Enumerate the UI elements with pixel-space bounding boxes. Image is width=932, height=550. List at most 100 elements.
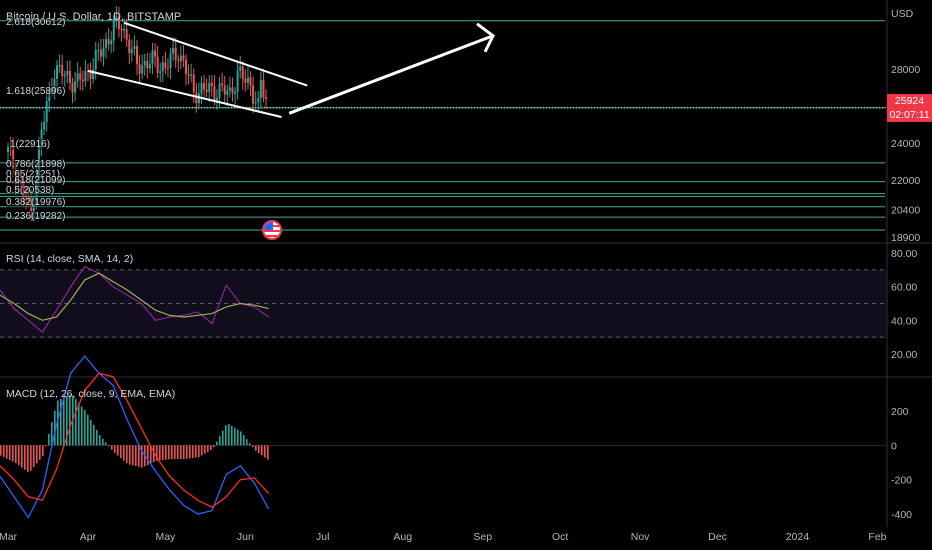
candle-body (221, 83, 224, 86)
time-tick-label-6: Sep (473, 531, 492, 543)
time-tick-label-2: May (155, 531, 176, 543)
candle-body (61, 65, 64, 77)
time-tick-label-10: 2024 (786, 531, 810, 543)
macd-histogram-bar (210, 445, 212, 451)
macd-histogram-bar (234, 427, 236, 446)
candle-body (200, 83, 203, 94)
candle-body (166, 67, 169, 69)
macd-tick-label-1: 0 (891, 440, 897, 452)
macd-tick-label-0: 200 (891, 406, 909, 418)
candle-body (105, 39, 108, 48)
fib-label-065: 0.65(21251) (6, 169, 60, 180)
macd-signal-line (0, 372, 270, 508)
macd-histogram-bar (75, 399, 77, 446)
macd-histogram-bar (18, 445, 20, 466)
time-tick-label-11: Feb (868, 531, 886, 543)
macd-histogram-bar (129, 445, 131, 465)
candle-body (226, 90, 229, 95)
candle-body (249, 77, 252, 86)
candle-body (14, 168, 17, 184)
candle-body (185, 59, 188, 75)
candle-body (231, 87, 234, 94)
candle-body (203, 83, 206, 90)
candle-body (53, 78, 56, 91)
macd-histogram-bar (99, 435, 101, 446)
candle-body (27, 196, 30, 200)
macd-histogram-bar (93, 424, 95, 446)
candle-body (205, 89, 208, 92)
candle-body (84, 70, 87, 82)
candle-body (244, 78, 247, 83)
candle-body (187, 74, 190, 76)
candle-body (120, 29, 123, 31)
macd-histogram-bar (180, 445, 182, 460)
macd-histogram-bar (39, 445, 41, 460)
candle-body (164, 62, 167, 68)
rsi-tick-label-3: 20.00 (891, 349, 917, 361)
candle-body (45, 101, 48, 122)
macd-histogram-bar (45, 445, 47, 447)
macd-histogram-bar (141, 445, 143, 468)
us-economic-event-flag-icon[interactable] (262, 220, 282, 240)
macd-tick-label-2: -200 (891, 475, 912, 487)
candle-body (138, 64, 141, 74)
candle-body (99, 49, 102, 57)
candle-body (241, 66, 244, 79)
candle-body (146, 60, 149, 69)
macd-histogram-bar (237, 429, 239, 446)
macd-histogram-bar (114, 445, 116, 453)
chart-title: Bitcoin / U.S. Dollar, 1D, BITSTAMP (6, 11, 182, 23)
time-tick-label-1: Apr (80, 531, 97, 543)
macd-histogram-bar (6, 445, 8, 459)
rsi-tick-label-1: 60.00 (891, 282, 917, 294)
candle-body (56, 65, 59, 79)
candle-body (259, 79, 262, 99)
candle-body (169, 53, 172, 68)
fib-label-1: 1(22916) (10, 139, 51, 150)
rsi-label[interactable]: RSI (14, close, SMA, 14, 2) (6, 253, 134, 265)
macd-histogram-bar (147, 445, 149, 465)
candle-body (192, 74, 195, 93)
macd-histogram-bar (240, 431, 242, 446)
fib-label-2618: 2.618(30612) (6, 17, 66, 28)
macd-histogram-bar (51, 422, 53, 446)
candle-body (74, 81, 77, 93)
candle-body (19, 179, 22, 181)
candle-body (234, 91, 237, 94)
candle-body (25, 195, 28, 200)
price-tick-label-3: 22000 (891, 175, 920, 187)
price-axis-currency: USD (891, 8, 914, 20)
macd-line (0, 355, 270, 519)
candle-body (262, 79, 265, 98)
macd-histogram-bar (246, 439, 248, 446)
macd-histogram-bar (225, 425, 227, 446)
candle-body (40, 129, 43, 146)
price-tick-label-5: 18900 (891, 232, 920, 244)
candle-body (22, 180, 25, 196)
time-tick-label-0: Mar (0, 531, 18, 543)
candle-body (133, 46, 136, 49)
candle-body (12, 148, 15, 169)
macd-histogram-bar (84, 410, 86, 446)
macd-histogram-bar (33, 445, 35, 468)
macd-histogram-bar (123, 445, 125, 461)
macd-histogram-bar (186, 445, 188, 459)
candle-body (252, 85, 255, 104)
macd-label[interactable]: MACD (12, 26, close, 9, EMA, EMA) (6, 388, 176, 400)
candle-body (71, 82, 74, 93)
candle-body (125, 29, 128, 40)
candle-body (218, 83, 221, 98)
candle-body (17, 179, 20, 184)
rsi-ma-line (0, 272, 269, 321)
candle-body (213, 85, 216, 101)
macd-histogram-bar (57, 400, 59, 446)
macd-histogram-bar (189, 445, 191, 459)
candle-body (182, 55, 185, 60)
candle-body (236, 70, 239, 92)
time-tick-label-7: Oct (552, 531, 568, 543)
countdown-badge: 02:07:11 (887, 108, 932, 122)
candle-body (143, 60, 146, 66)
candle-body (190, 74, 193, 76)
candle-body (151, 50, 154, 65)
